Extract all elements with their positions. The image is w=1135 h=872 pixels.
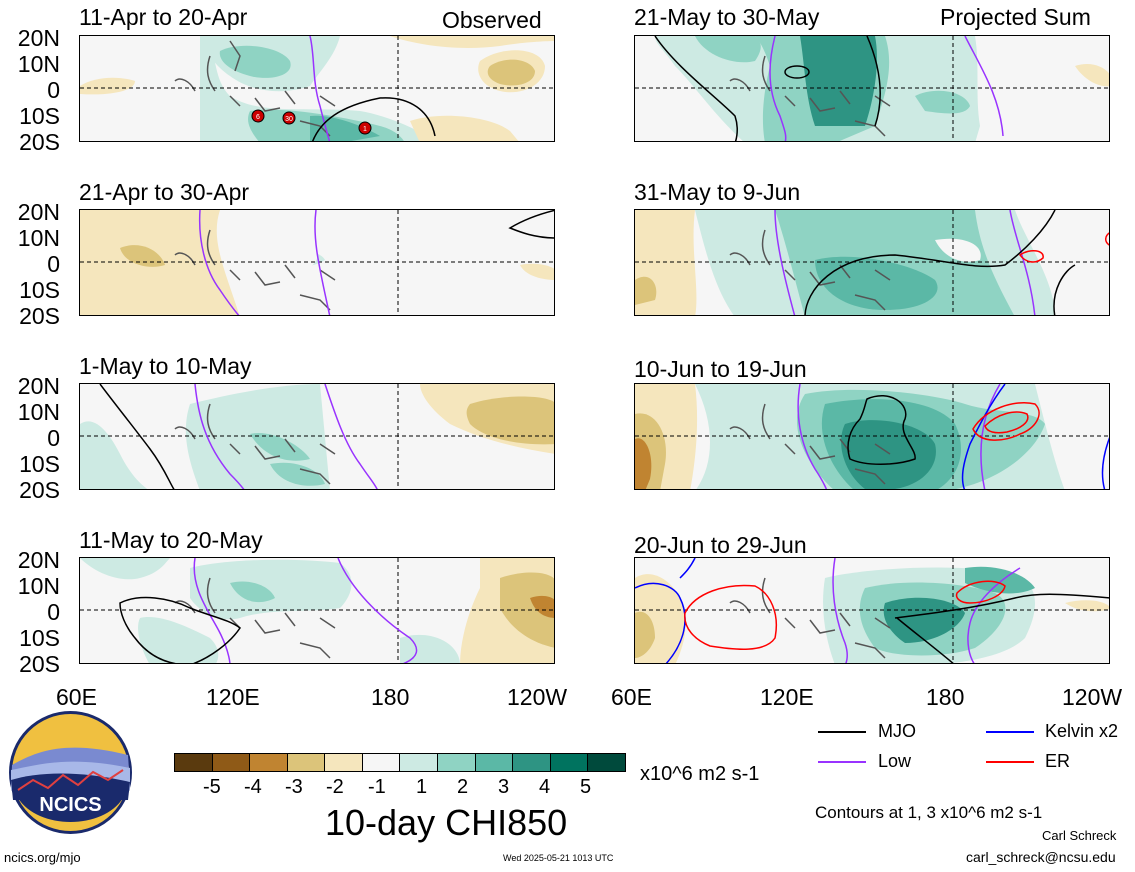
legend-line-er (986, 761, 1034, 763)
colorbar-swatch-10 (550, 754, 589, 771)
colorbar-swatch-2 (250, 754, 288, 771)
contours-note: Contours at 1, 3 x10^6 m2 s-1 (815, 803, 1043, 822)
author-email: carl_schreck@ncsu.edu (966, 849, 1116, 865)
svg-text:NCICS: NCICS (39, 794, 101, 816)
chart-title: 10-day CHI850 (325, 802, 568, 843)
svg-text:6: 6 (256, 114, 260, 121)
legend-label-low: Low (878, 751, 912, 771)
legend-label-mjo: MJO (878, 721, 916, 741)
panel-title-4: 31-May to 9-Jun (634, 179, 801, 205)
legend-line-low (818, 761, 866, 763)
colorbar-swatch-6 (400, 754, 439, 771)
colorbar (174, 753, 626, 772)
panel-title-2: 21-May to 30-May (634, 4, 820, 30)
legend-line-kelvin (986, 731, 1034, 733)
footer-site[interactable]: ncics.org/mjo (4, 850, 81, 865)
map-panel-4 (634, 209, 1110, 316)
colorbar-swatch-11 (588, 754, 625, 771)
colorbar-swatch-8 (475, 754, 514, 771)
colorbar-swatch-7 (438, 754, 476, 771)
panel-title-7: 11-May to 20-May (79, 527, 263, 553)
map-panel-6 (634, 383, 1110, 490)
map-panel-7 (79, 557, 555, 664)
ncics-logo: NCICS (8, 710, 133, 835)
panel-title-3: 21-Apr to 30-Apr (79, 179, 250, 205)
colorbar-swatch-5 (362, 754, 401, 771)
colorbar-swatch-9 (513, 754, 551, 771)
colorbar-swatch-0 (175, 754, 213, 771)
panel-tag-projected: Projected Sum (940, 4, 1091, 30)
svg-text:1: 1 (363, 126, 367, 133)
storm-markers: 6 30 1 (251, 109, 372, 135)
map-panel-1: 6 30 1 (79, 35, 555, 142)
legend-label-kelvin: Kelvin x2 (1045, 721, 1119, 741)
colorbar-units: x10^6 m2 s-1 (640, 763, 760, 785)
colorbar-swatch-1 (212, 754, 251, 771)
map-panel-8 (634, 557, 1110, 664)
panel-tag-observed: Observed (442, 7, 542, 33)
map-panel-3 (79, 209, 555, 316)
panel-title-1: 11-Apr to 20-Apr (79, 4, 248, 30)
svg-text:30: 30 (285, 116, 293, 123)
author: Carl Schreck (1042, 828, 1117, 843)
legend-label-er: ER (1045, 751, 1071, 771)
colorbar-swatch-4 (325, 754, 363, 771)
panel-title-5: 1-May to 10-May (79, 353, 252, 379)
legend-line-mjo (818, 731, 866, 733)
panel-title-8: 20-Jun to 29-Jun (634, 532, 807, 558)
map-panel-2 (634, 35, 1110, 142)
footer-timestamp: Wed 2025-05-21 1013 UTC (503, 853, 614, 863)
panel-title-6: 10-Jun to 19-Jun (634, 356, 807, 382)
colorbar-swatch-3 (287, 754, 326, 771)
map-panel-5 (79, 383, 555, 490)
